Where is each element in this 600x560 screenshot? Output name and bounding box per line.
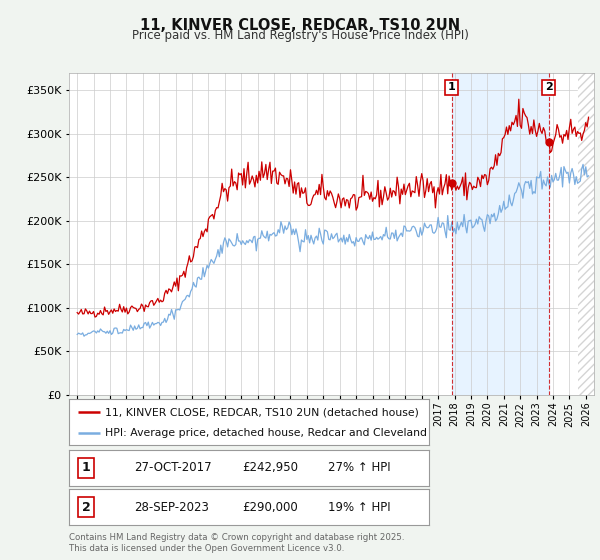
Text: 28-SEP-2023: 28-SEP-2023 (134, 501, 209, 514)
Text: 2: 2 (82, 501, 91, 514)
Bar (578, 73, 594, 395)
Text: 19% ↑ HPI: 19% ↑ HPI (328, 501, 391, 514)
Text: 11, KINVER CLOSE, REDCAR, TS10 2UN: 11, KINVER CLOSE, REDCAR, TS10 2UN (140, 18, 460, 33)
Text: 1: 1 (82, 461, 91, 474)
Text: 11, KINVER CLOSE, REDCAR, TS10 2UN (detached house): 11, KINVER CLOSE, REDCAR, TS10 2UN (deta… (105, 407, 419, 417)
Text: HPI: Average price, detached house, Redcar and Cleveland: HPI: Average price, detached house, Redc… (105, 428, 427, 438)
Text: Price paid vs. HM Land Registry's House Price Index (HPI): Price paid vs. HM Land Registry's House … (131, 29, 469, 42)
Bar (452, 73, 548, 395)
Text: Contains HM Land Registry data © Crown copyright and database right 2025.
This d: Contains HM Land Registry data © Crown c… (69, 533, 404, 553)
Text: £290,000: £290,000 (242, 501, 298, 514)
Text: 2: 2 (545, 82, 553, 92)
Text: £242,950: £242,950 (242, 461, 298, 474)
Text: 27-OCT-2017: 27-OCT-2017 (134, 461, 211, 474)
FancyBboxPatch shape (578, 73, 594, 395)
Text: 1: 1 (448, 82, 455, 92)
Text: 27% ↑ HPI: 27% ↑ HPI (328, 461, 391, 474)
